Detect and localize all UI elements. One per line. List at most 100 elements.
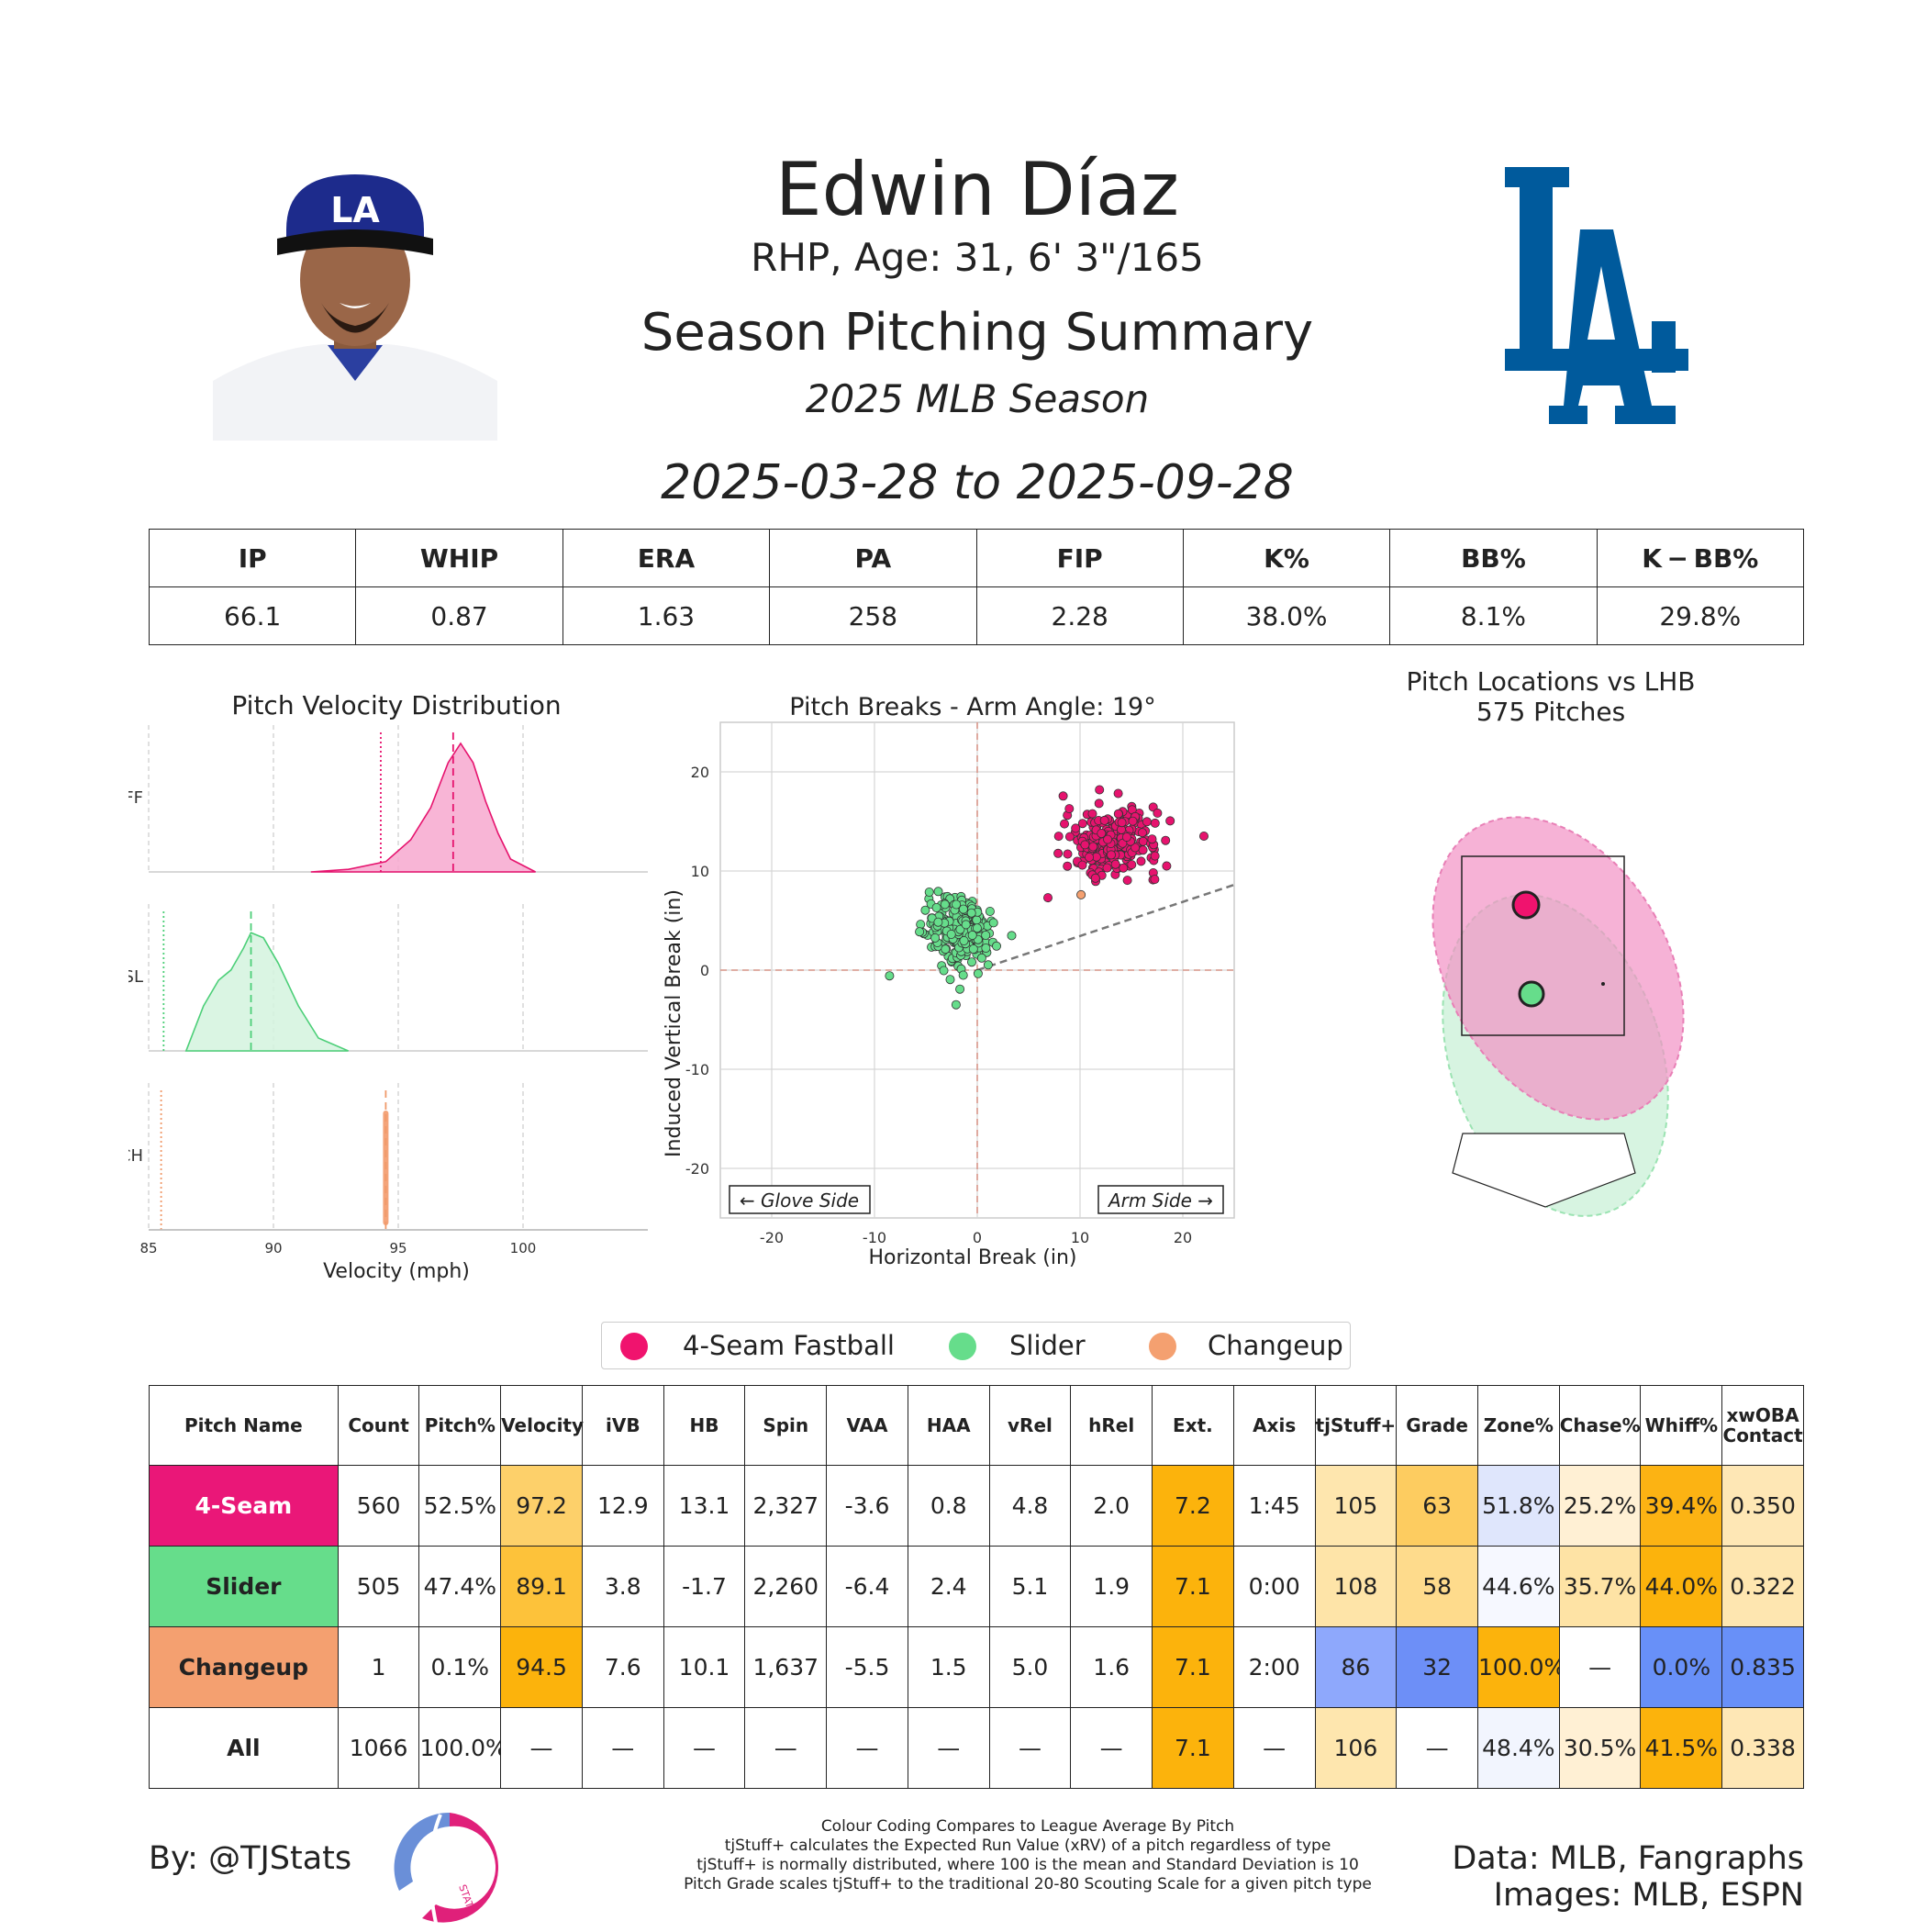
pitch-table-row: Slider 505 47.4% 89.1 3.8 -1.7 2,260 -6.4 2.4 5.1…: [149, 1546, 1804, 1627]
break-point: [988, 918, 998, 928]
pitch-metric-cell: 89.1: [500, 1546, 583, 1627]
pitch-table-header: Chase%: [1558, 1385, 1642, 1466]
break-point: [1153, 808, 1163, 818]
pitch-metric-cell: 1.5: [907, 1626, 990, 1708]
pitch-metric-cell: 3.8: [581, 1546, 664, 1627]
break-point: [966, 957, 976, 967]
break-point: [1150, 818, 1160, 828]
pitch-metric-cell: 2.4: [907, 1546, 990, 1627]
season-stats-header-row: IP WHIP ERA PA FIP K% BB% K − BB%: [148, 529, 1805, 587]
locations-chart-subtitle: 575 Pitches: [1476, 697, 1625, 727]
pitch-table-header: vRel: [988, 1385, 1072, 1466]
arm-side-annotation: Arm Side →: [1097, 1185, 1224, 1214]
velocity-density-ff: [310, 742, 536, 873]
break-point: [1110, 859, 1120, 869]
pitch-metric-cell: 86: [1314, 1626, 1398, 1708]
break-point: [951, 1000, 961, 1010]
break-point: [972, 923, 982, 933]
pitch-metric-cell: 106: [1314, 1707, 1398, 1789]
break-point: [1063, 861, 1073, 871]
velocity-series-label: SL: [128, 967, 143, 987]
pitch-metric-cell: 13.1: [663, 1465, 746, 1547]
pitch-metric-cell: 100.0%: [418, 1707, 502, 1789]
break-point: [958, 904, 968, 914]
pitch-metric-cell: 7.6: [581, 1626, 664, 1708]
break-point: [968, 944, 978, 954]
pitch-table-header: tjStuff+: [1314, 1385, 1398, 1466]
pitch-metric-cell: —: [744, 1707, 828, 1789]
break-point: [933, 887, 943, 897]
break-point: [1150, 851, 1160, 861]
break-point: [976, 953, 986, 963]
break-point: [1053, 832, 1064, 842]
breaks-x-tick-label: 0: [973, 1229, 982, 1246]
break-point: [1162, 861, 1172, 871]
legend-dot-changeup: [1149, 1333, 1176, 1360]
legend-dot-slider: [949, 1333, 976, 1360]
break-point: [1113, 788, 1123, 798]
pitch-metric-cell: 4.8: [988, 1465, 1072, 1547]
pitch-table-header: Count: [337, 1385, 420, 1466]
break-point: [1088, 842, 1098, 852]
pitch-metric-cell: —: [1558, 1626, 1642, 1708]
velocity-tick-label: 85: [139, 1240, 157, 1256]
break-point: [1113, 809, 1123, 819]
break-point: [1087, 809, 1097, 819]
break-point: [1063, 849, 1073, 859]
break-point: [1071, 823, 1081, 833]
pitch-table-header: Axis: [1232, 1385, 1316, 1466]
fastball-mean-location: [1511, 890, 1541, 920]
pitch-metric-cell: 52.5%: [418, 1465, 502, 1547]
legend-label-changeup: Changeup: [1208, 1330, 1343, 1361]
pitch-table-header: Whiff%: [1640, 1385, 1723, 1466]
break-point: [1127, 860, 1137, 870]
footnote: Pitch Grade scales tjStuff+ to the tradi…: [684, 1875, 1372, 1893]
date-range: 2025-03-28 to 2025-09-28: [661, 455, 1294, 510]
break-point: [1077, 819, 1087, 829]
pitch-metric-cell: 0.835: [1721, 1626, 1804, 1708]
stat-value: 66.1: [148, 586, 357, 645]
break-point: [924, 887, 934, 897]
stat-value: 29.8%: [1596, 586, 1805, 645]
break-point: [1147, 834, 1157, 844]
stat-value: 2.28: [975, 586, 1184, 645]
breaks-x-tick-label: -20: [760, 1229, 784, 1246]
pitch-metric-cell: 0.350: [1721, 1465, 1804, 1547]
report-title: Season Pitching Summary: [640, 303, 1314, 363]
break-point: [1007, 931, 1017, 941]
break-point: [983, 960, 993, 970]
image-source: Images: MLB, ESPN: [1493, 1877, 1804, 1914]
pitch-metric-cell: 0.0%: [1640, 1626, 1723, 1708]
pitch-metric-cell: -1.7: [663, 1546, 746, 1627]
footnote: tjStuff+ calculates the Expected Run Val…: [724, 1837, 1331, 1855]
arm-angle-line: [976, 883, 1235, 972]
home-plate: [1452, 1133, 1636, 1208]
stat-header: PA: [769, 529, 977, 587]
velocity-tick-label: 90: [264, 1240, 282, 1256]
pitch-table-header: Spin: [744, 1385, 828, 1466]
pitch-metric-cell: 30.5%: [1558, 1707, 1642, 1789]
pitch-name-cell: Slider: [149, 1546, 339, 1627]
stat-header: IP: [148, 529, 357, 587]
pitch-metric-cell: -3.6: [826, 1465, 908, 1547]
pitch-metric-cell: 1066: [337, 1707, 420, 1789]
pitch-table-header: Grade: [1396, 1385, 1478, 1466]
pitch-metric-cell: —: [826, 1707, 908, 1789]
player-bio: RHP, Age: 31, 6' 3"/165: [751, 235, 1204, 280]
pitch-name-cell: All: [149, 1707, 339, 1789]
strike-zone: [1461, 855, 1625, 1036]
break-point: [939, 966, 949, 976]
pitch-locations-chart: Pitch Locations vs LHB 575 Pitches: [1407, 666, 1696, 1217]
locations-chart-title: Pitch Locations vs LHB: [1407, 666, 1696, 697]
pitch-metric-cell: —: [988, 1707, 1072, 1789]
break-point: [1095, 785, 1105, 795]
break-point: [1119, 863, 1129, 873]
stat-value: 8.1%: [1389, 586, 1598, 645]
breaks-y-tick-label: -10: [685, 1061, 709, 1078]
break-point: [972, 915, 982, 925]
break-point: [1099, 815, 1109, 825]
break-point: [1121, 832, 1131, 843]
stat-header: FIP: [975, 529, 1184, 587]
footnotes: Colour Coding Compares to League Average…: [596, 1817, 1459, 1894]
pitch-metric-cell: —: [1070, 1707, 1153, 1789]
